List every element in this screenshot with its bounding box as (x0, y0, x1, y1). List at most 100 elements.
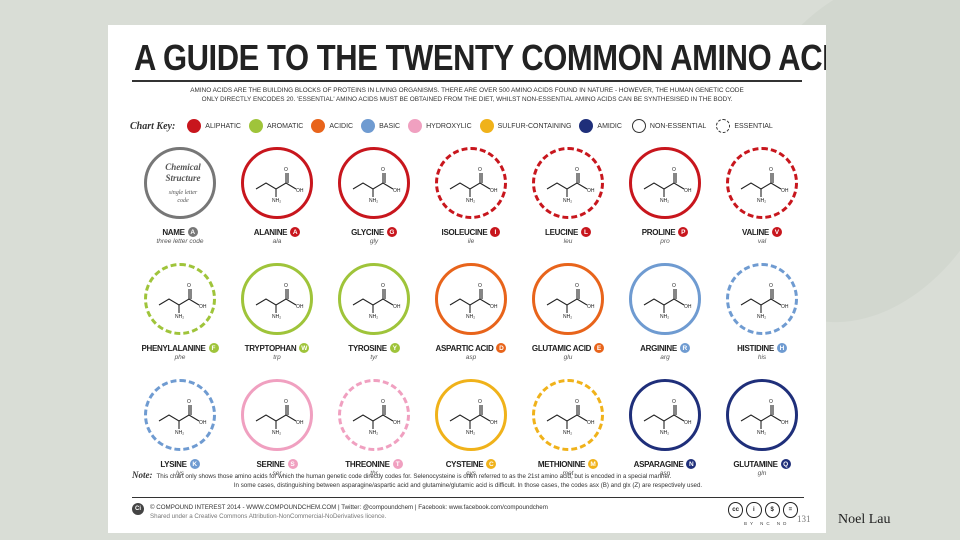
structure-circle: O OH NH₂ (532, 263, 604, 335)
molecule-structure-icon: O OH NH₂ (158, 283, 207, 319)
structure-circle: O OH NH₂ (726, 379, 798, 451)
svg-text:OH: OH (587, 188, 595, 194)
amino-acid-name: PROLINE (641, 227, 676, 237)
legend-sub-2: code (177, 198, 189, 204)
svg-text:OH: OH (393, 188, 401, 194)
molecule-structure-icon: O OH NH₂ (643, 167, 692, 203)
key-essential-label: ESSENTIAL (734, 122, 773, 130)
svg-text:O: O (575, 399, 579, 405)
svg-text:O: O (478, 167, 482, 173)
single-letter-code: I (490, 227, 501, 237)
key-item-amidic: AMIDIC (579, 119, 622, 133)
structure-circle: O OH NH₂ (338, 263, 410, 335)
molecule-structure-icon: O OH NH₂ (740, 283, 789, 319)
intro-text: AMINO ACIDS ARE THE BUILDING BLOCKS OF P… (132, 86, 802, 104)
molecule-structure-icon: O OH NH₂ (352, 283, 401, 319)
molecule-structure-icon: O OH NH₂ (643, 399, 692, 435)
note-label: Note: (132, 470, 153, 480)
three-letter-code: tyr (370, 354, 378, 361)
structure-circle: O OH NH₂ (338, 147, 410, 219)
cc-labels: BY NC ND (744, 521, 790, 526)
legend-code: A (187, 227, 198, 237)
color-dot-icon (361, 119, 376, 133)
single-letter-code: L (581, 227, 591, 237)
svg-text:NH₂: NH₂ (563, 314, 572, 319)
amino-acid-name: HISTIDINE (737, 343, 774, 353)
svg-text:NH₂: NH₂ (175, 430, 184, 435)
svg-text:O: O (284, 399, 288, 405)
svg-text:O: O (284, 283, 288, 289)
svg-text:OH: OH (781, 304, 789, 310)
legend-circle: Chemical Structure single letter code (144, 147, 216, 219)
svg-text:NH₂: NH₂ (563, 430, 572, 435)
svg-text:NH₂: NH₂ (369, 198, 378, 203)
three-letter-code: his (757, 354, 767, 361)
svg-text:OH: OH (296, 188, 304, 194)
amino-acid-name: METHIONINE (537, 459, 586, 469)
amino-acid-name: ASPARAGINE (633, 459, 684, 469)
key-essential: ESSENTIAL (716, 119, 773, 133)
amino-acid-name: ASPARTIC ACID (435, 343, 494, 353)
note-line-1: This chart only shows those amino acids … (156, 473, 672, 480)
cc-icon: i (746, 502, 762, 518)
svg-text:O: O (575, 167, 579, 173)
svg-text:O: O (672, 399, 676, 405)
structure-circle: O OH NH₂ (435, 379, 507, 451)
svg-text:OH: OH (490, 304, 498, 310)
svg-text:OH: OH (199, 420, 207, 426)
single-letter-code: M (588, 459, 599, 469)
molecule-structure-icon: O OH NH₂ (740, 167, 789, 203)
svg-text:NH₂: NH₂ (660, 314, 669, 319)
three-letter-code: gly (369, 238, 379, 245)
molecule-structure-icon: O OH NH₂ (255, 167, 304, 203)
intro-line-2: ONLY DIRECTLY ENCODES 20. 'ESSENTIAL' AM… (201, 96, 733, 103)
amino-acid-name: ARGININE (640, 343, 677, 353)
svg-text:OH: OH (781, 188, 789, 194)
structure-circle: O OH NH₂ (144, 263, 216, 335)
chart-key: Chart Key: ALIPHATIC AROMATIC ACIDIC BASIC H… (130, 117, 810, 135)
key-item-label: AROMATIC (266, 122, 304, 130)
amino-acid-name: GLYCINE (351, 227, 384, 237)
single-letter-code: Y (389, 343, 400, 353)
svg-text:O: O (381, 399, 385, 405)
structure-circle: O OH NH₂ (726, 147, 798, 219)
amino-acid-name: GLUTAMINE (733, 459, 778, 469)
svg-text:OH: OH (684, 304, 692, 310)
svg-text:O: O (478, 399, 482, 405)
key-item-aromatic: AROMATIC (248, 119, 304, 133)
key-item-sulfur-containing: SULFUR-CONTAINING (479, 119, 572, 133)
svg-text:NH₂: NH₂ (466, 314, 475, 319)
creative-commons-badge: cc i $ = (728, 501, 798, 519)
structure-circle: O OH NH₂ (532, 379, 604, 451)
key-item-label: AMIDIC (597, 122, 622, 130)
svg-text:O: O (769, 399, 773, 405)
svg-text:NH₂: NH₂ (272, 198, 281, 203)
key-item-label: SULFUR-CONTAINING (497, 122, 572, 130)
slide-number: 131 (797, 514, 811, 524)
legend-name: NAME (162, 227, 185, 237)
intro-line-1: AMINO ACIDS ARE THE BUILDING BLOCKS OF P… (190, 87, 744, 94)
footer-licence: Shared under a Creative Commons Attribut… (150, 513, 387, 520)
key-item-basic: BASIC (361, 119, 400, 133)
key-item-label: ACIDIC (329, 122, 354, 130)
single-letter-code: V (771, 227, 782, 237)
color-dot-icon (479, 119, 494, 133)
structure-circle: O OH NH₂ (241, 379, 313, 451)
svg-text:O: O (769, 167, 773, 173)
molecule-structure-icon: O OH NH₂ (158, 399, 207, 435)
structure-circle: O OH NH₂ (726, 263, 798, 335)
note-line-2: In some cases, distinguishing between as… (233, 482, 703, 489)
structure-circle: O OH NH₂ (241, 147, 313, 219)
single-letter-code: E (594, 343, 605, 353)
three-letter-code: asp (465, 354, 477, 361)
author-name: Noel Lau (838, 512, 891, 527)
amino-acid-name: VALINE (742, 227, 769, 237)
svg-text:NH₂: NH₂ (466, 198, 475, 203)
svg-text:O: O (672, 283, 676, 289)
amino-acid-name: LYSINE (160, 459, 187, 469)
